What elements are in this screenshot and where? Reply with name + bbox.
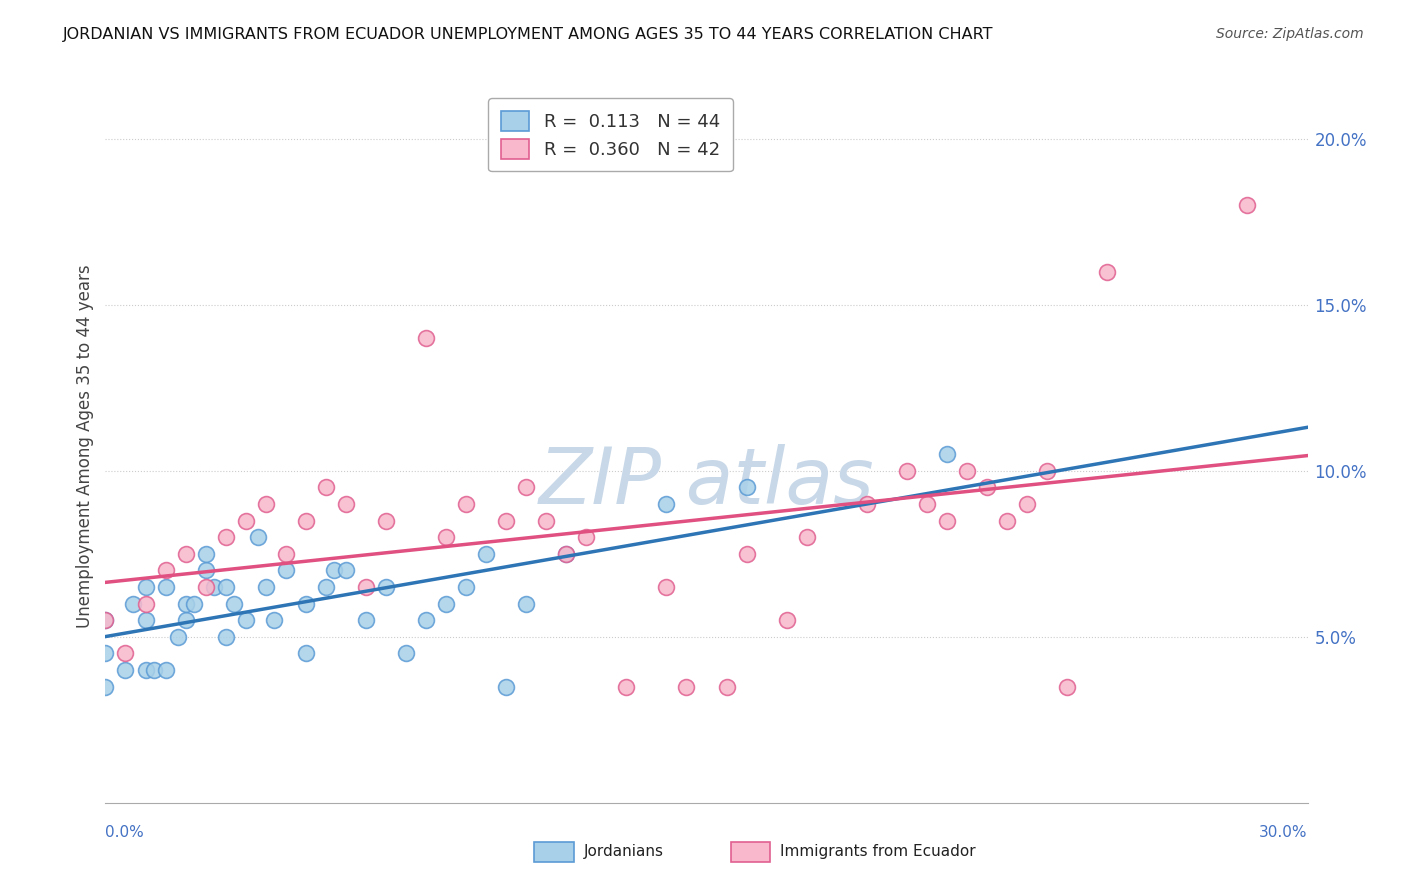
Point — [183, 597, 205, 611]
Point — [235, 514, 257, 528]
Point — [735, 481, 758, 495]
Point — [495, 680, 517, 694]
Point — [956, 464, 979, 478]
Point — [295, 647, 318, 661]
Point — [375, 514, 398, 528]
Point — [575, 530, 598, 544]
Point — [214, 630, 236, 644]
Text: Source: ZipAtlas.com: Source: ZipAtlas.com — [1216, 27, 1364, 41]
Point — [655, 497, 678, 511]
Point — [94, 613, 117, 627]
Point — [194, 580, 217, 594]
Point — [896, 464, 918, 478]
Y-axis label: Unemployment Among Ages 35 to 44 years: Unemployment Among Ages 35 to 44 years — [76, 264, 94, 628]
Point — [536, 514, 558, 528]
Point — [995, 514, 1018, 528]
Point — [335, 564, 357, 578]
Point — [655, 580, 678, 594]
Point — [94, 647, 117, 661]
Point — [94, 613, 117, 627]
Point — [274, 564, 297, 578]
Point — [295, 597, 318, 611]
Point — [1017, 497, 1039, 511]
Point — [322, 564, 344, 578]
Point — [1236, 198, 1258, 212]
Point — [475, 547, 498, 561]
Point — [1097, 265, 1119, 279]
Point — [254, 497, 277, 511]
Point — [263, 613, 285, 627]
Point — [155, 564, 177, 578]
Text: ZIP atlas: ZIP atlas — [538, 443, 875, 520]
Point — [936, 514, 959, 528]
Point — [135, 663, 157, 677]
Point — [434, 530, 457, 544]
Point — [142, 663, 165, 677]
Point — [315, 580, 337, 594]
Point — [114, 647, 136, 661]
Point — [174, 597, 197, 611]
Point — [315, 481, 337, 495]
Point — [122, 597, 145, 611]
Point — [456, 497, 478, 511]
Point — [375, 580, 398, 594]
Point — [735, 547, 758, 561]
Point — [495, 514, 517, 528]
Point — [214, 530, 236, 544]
Point — [214, 580, 236, 594]
Point — [194, 564, 217, 578]
Point — [456, 580, 478, 594]
Point — [515, 481, 537, 495]
Point — [135, 597, 157, 611]
Point — [94, 680, 117, 694]
Text: 0.0%: 0.0% — [105, 825, 145, 840]
Legend: R =  0.113   N = 44, R =  0.360   N = 42: R = 0.113 N = 44, R = 0.360 N = 42 — [488, 98, 733, 171]
Point — [174, 613, 197, 627]
Point — [434, 597, 457, 611]
Point — [254, 580, 277, 594]
Point — [716, 680, 738, 694]
Point — [155, 580, 177, 594]
Point — [295, 514, 318, 528]
Point — [415, 331, 437, 345]
Text: JORDANIAN VS IMMIGRANTS FROM ECUADOR UNEMPLOYMENT AMONG AGES 35 TO 44 YEARS CORR: JORDANIAN VS IMMIGRANTS FROM ECUADOR UNE… — [63, 27, 994, 42]
Point — [202, 580, 225, 594]
Point — [555, 547, 578, 561]
Text: Immigrants from Ecuador: Immigrants from Ecuador — [780, 845, 976, 859]
Point — [155, 663, 177, 677]
Point — [395, 647, 418, 661]
Point — [222, 597, 245, 611]
Point — [675, 680, 697, 694]
Point — [354, 613, 377, 627]
Point — [114, 663, 136, 677]
Point — [335, 497, 357, 511]
Point — [174, 547, 197, 561]
Point — [194, 547, 217, 561]
Text: Jordanians: Jordanians — [583, 845, 664, 859]
Point — [555, 547, 578, 561]
Point — [796, 530, 818, 544]
Point — [415, 613, 437, 627]
Point — [274, 547, 297, 561]
Point — [936, 447, 959, 461]
Point — [515, 597, 537, 611]
Point — [776, 613, 799, 627]
Point — [235, 613, 257, 627]
Point — [976, 481, 998, 495]
Point — [246, 530, 269, 544]
Point — [135, 580, 157, 594]
Point — [915, 497, 938, 511]
Point — [166, 630, 188, 644]
Point — [1056, 680, 1078, 694]
Point — [354, 580, 377, 594]
Point — [1036, 464, 1059, 478]
Point — [855, 497, 877, 511]
Point — [616, 680, 638, 694]
Text: 30.0%: 30.0% — [1260, 825, 1308, 840]
Point — [135, 613, 157, 627]
